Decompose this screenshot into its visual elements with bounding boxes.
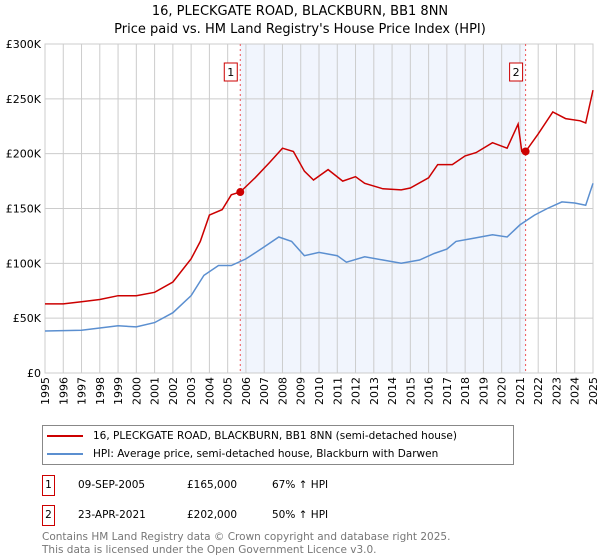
x-tick-label: 2002 (167, 377, 180, 405)
sale-badge: 1 (42, 475, 55, 496)
sale-date: 23-APR-2021 (78, 509, 146, 521)
x-tick-label: 2023 (550, 377, 563, 405)
y-tick-label: £50K (13, 312, 42, 325)
sale-point (236, 188, 245, 197)
y-tick-label: £250K (6, 93, 42, 106)
x-tick-label: 2011 (331, 377, 344, 405)
x-tick-label: 2013 (368, 377, 381, 405)
x-tick-label: 2004 (203, 377, 216, 405)
legend-label: HPI: Average price, semi-detached house,… (93, 448, 439, 460)
x-tick-label: 2007 (258, 377, 271, 405)
x-tick-label: 1999 (112, 377, 125, 405)
price-chart: 1995 1996 1997 1998 1999 2000 2001 2002 2003 2004… (6, 38, 600, 405)
x-tick-label: 2014 (386, 377, 399, 405)
footer-copyright: Contains HM Land Registry data © Crown c… (42, 531, 451, 543)
x-tick-label: 2015 (404, 377, 417, 405)
sale-row: 1 09-SEP-2005 £165,000 67% ↑ HPI (42, 475, 542, 496)
y-tick-label: £300K (6, 38, 42, 51)
x-tick-label: 2016 (423, 377, 436, 405)
x-tick-label: 1997 (76, 377, 89, 405)
sale-label: 2 (513, 66, 520, 79)
x-tick-label: 2025 (587, 377, 600, 405)
x-tick-label: 1996 (57, 377, 70, 405)
x-tick-label: 2000 (130, 377, 143, 405)
sale-point (521, 147, 530, 156)
legend: 16, PLECKGATE ROAD, BLACKBURN, BB1 8NN (… (42, 425, 514, 465)
footer-license: This data is licensed under the Open Gov… (42, 544, 377, 556)
footer: Contains HM Land Registry data © Crown c… (42, 531, 450, 557)
x-tick-label: 2005 (222, 377, 235, 405)
sale-price: £202,000 (187, 509, 238, 521)
sale-price: £165,000 (187, 479, 238, 491)
x-tick-label: 2018 (459, 377, 472, 405)
legend-label: 16, PLECKGATE ROAD, BLACKBURN, BB1 8NN (… (93, 430, 457, 442)
sale-label-box (509, 62, 524, 82)
sale-date: 09-SEP-2005 (78, 479, 146, 491)
x-tick-label: 2009 (295, 377, 308, 405)
y-tick-label: £200K (6, 148, 42, 161)
hpi-line (44, 183, 594, 332)
chart-title: 16, PLECKGATE ROAD, BLACKBURN, BB1 8NN (151, 4, 449, 19)
y-tick-label: £150K (6, 203, 42, 216)
x-tick-label: 2019 (477, 377, 490, 405)
legend-item-property: 16, PLECKGATE ROAD, BLACKBURN, BB1 8NN (… (47, 428, 457, 444)
x-tick-label: 1998 (94, 377, 107, 405)
x-tick-label: 2022 (532, 377, 545, 405)
x-tick-label: 2006 (240, 377, 253, 405)
x-tick-label: 2001 (149, 377, 162, 405)
x-tick-label: 2020 (496, 377, 509, 405)
sale-label: 1 (227, 66, 234, 79)
x-tick-label: 2010 (313, 377, 326, 405)
legend-swatch-blue (47, 453, 83, 455)
plot-border (44, 43, 594, 374)
chart-subtitle: Price paid vs. HM Land Registry's House … (114, 22, 486, 37)
sale-hpi-change: 50% ↑ HPI (272, 509, 329, 521)
sale-label-box (223, 62, 238, 82)
y-tick-label: £0 (27, 367, 41, 380)
x-tick-label: 2017 (441, 377, 454, 405)
legend-swatch-red (47, 435, 83, 437)
x-tick-label: 2021 (514, 377, 527, 405)
x-tick-label: 2024 (569, 377, 582, 405)
legend-item-hpi: HPI: Average price, semi-detached house,… (47, 446, 438, 462)
y-tick-label: £100K (6, 257, 42, 270)
x-tick-label: 2008 (276, 377, 289, 405)
sale-row: 2 23-APR-2021 £202,000 50% ↑ HPI (42, 505, 542, 526)
sale-badge: 2 (42, 505, 55, 526)
x-tick-label: 2003 (185, 377, 198, 405)
x-tick-label: 1995 (39, 377, 52, 405)
sale-hpi-change: 67% ↑ HPI (272, 479, 329, 491)
x-tick-label: 2012 (350, 377, 363, 405)
